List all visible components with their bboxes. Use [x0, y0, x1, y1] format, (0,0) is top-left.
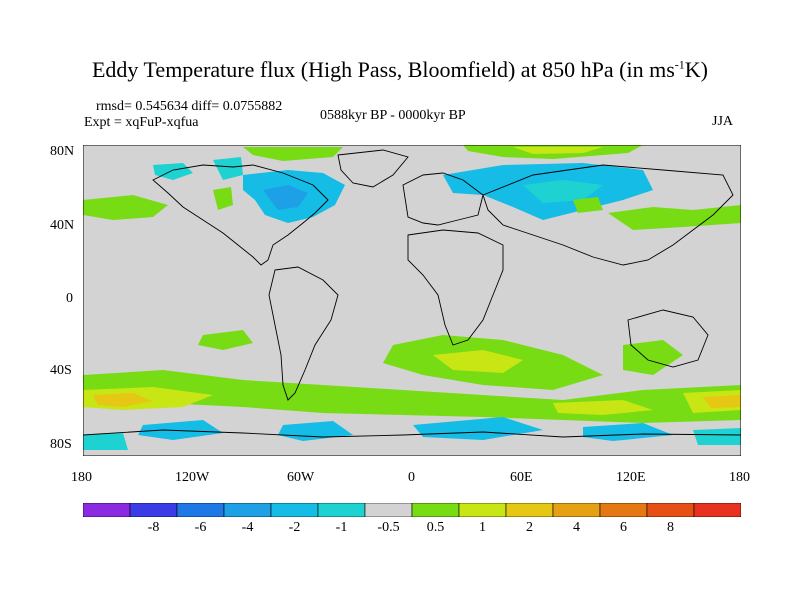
- season-label: JJA: [712, 114, 734, 129]
- colorbar-label: -2: [288, 520, 301, 535]
- lon-label-180w: 180: [71, 470, 92, 485]
- colorbar-label: 1: [479, 520, 486, 535]
- lon-label-0: 0: [408, 470, 415, 485]
- colorbar-swatch: [364, 503, 413, 517]
- colorbar-swatch: [176, 503, 225, 517]
- colorbar-swatch: [270, 503, 319, 517]
- colorbar-label: -6: [194, 520, 207, 535]
- colorbar-swatch: [411, 503, 460, 517]
- lon-label-120w: 120W: [175, 470, 210, 485]
- colorbar-swatch: [83, 503, 131, 517]
- colorbar-label: 8: [667, 520, 674, 535]
- lon-label-60w: 60W: [287, 470, 315, 485]
- colorbar: [83, 503, 741, 517]
- colorbar-swatch: [599, 503, 648, 517]
- lon-label-180e: 180: [729, 470, 750, 485]
- experiment-label: Expt = xqFuP-xqfua: [84, 115, 199, 130]
- colorbar-label: 6: [620, 520, 627, 535]
- colorbar-swatch: [317, 503, 366, 517]
- colorbar-swatch: [693, 503, 741, 517]
- colorbar-swatch: [505, 503, 554, 517]
- colorbar-label: -1: [335, 520, 348, 535]
- rmsd-diff-label: rmsd= 0.545634 diff= 0.0755882: [96, 99, 283, 114]
- colorbar-swatch: [646, 503, 695, 517]
- colorbar-label: 2: [526, 520, 533, 535]
- plot-title: Eddy Temperature flux (High Pass, Bloomf…: [91, 57, 708, 82]
- lat-label-80s: 80S: [50, 437, 72, 452]
- world-map: [83, 145, 741, 456]
- coastlines: [83, 149, 741, 438]
- colorbar-swatch: [129, 503, 178, 517]
- lon-label-120e: 120E: [616, 470, 646, 485]
- colorbar-swatch: [223, 503, 272, 517]
- lat-label-80n: 80N: [50, 144, 75, 159]
- lat-label-40n: 40N: [50, 218, 75, 233]
- colorbar-label: -4: [241, 520, 254, 535]
- contour-fill: [83, 145, 741, 450]
- colorbar-swatch: [458, 503, 507, 517]
- colorbar-label: 0.5: [426, 520, 445, 535]
- colorbar-label: -0.5: [377, 520, 400, 535]
- colorbar-swatch: [552, 503, 601, 517]
- colorbar-label: 4: [573, 520, 580, 535]
- colorbar-label: -8: [147, 520, 160, 535]
- lat-label-eq: 0: [66, 291, 73, 306]
- period-label: 0588kyr BP - 0000kyr BP: [320, 108, 466, 123]
- lon-label-60e: 60E: [510, 470, 533, 485]
- lat-label-40s: 40S: [50, 363, 72, 378]
